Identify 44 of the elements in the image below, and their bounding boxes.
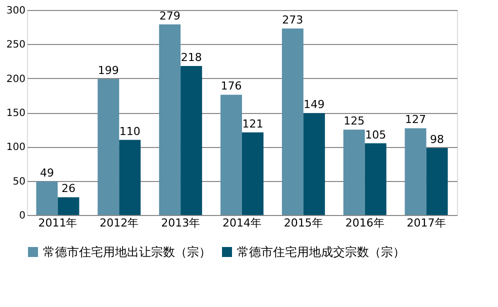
bar (404, 128, 426, 215)
data-label: 273 (282, 13, 304, 26)
y-tick-label: 250 (6, 40, 26, 51)
y-tick-label: 100 (6, 142, 26, 154)
bar (426, 148, 448, 215)
x-tick-label: 2013年 (161, 216, 200, 230)
bar (98, 79, 120, 215)
data-label: 121 (242, 117, 264, 130)
data-label: 98 (430, 133, 444, 146)
bar (303, 113, 325, 215)
data-label: 149 (304, 98, 325, 112)
bar (159, 24, 181, 215)
data-label: 279 (159, 9, 180, 22)
data-label: 218 (180, 51, 202, 64)
bar (242, 132, 264, 215)
bar (119, 140, 141, 215)
x-tick-label: 2011年 (38, 216, 78, 230)
y-tick-label: 200 (6, 74, 26, 85)
x-tick-label: 2017年 (406, 216, 446, 230)
x-tick-label: 2015年 (284, 216, 323, 230)
x-tick-label: 2016年 (345, 216, 384, 230)
data-label: 199 (98, 64, 119, 78)
bar (58, 197, 80, 215)
bar (364, 143, 386, 215)
data-label: 127 (405, 113, 426, 126)
bar (282, 28, 304, 215)
y-tick-label: 300 (6, 6, 26, 16)
x-tick-label: 2012年 (100, 216, 139, 230)
data-label: 49 (40, 166, 54, 180)
bar (36, 182, 58, 215)
data-label: 125 (344, 114, 365, 128)
bar (180, 66, 202, 215)
data-label: 176 (220, 80, 242, 93)
data-label: 105 (365, 128, 386, 142)
y-tick-label: 150 (6, 108, 26, 119)
bar (343, 130, 365, 215)
bar (220, 94, 242, 215)
x-tick-label: 2014年 (222, 216, 262, 230)
y-tick-label: 50 (12, 176, 26, 188)
data-label: 26 (61, 182, 76, 196)
data-label: 110 (119, 124, 140, 138)
legend-label: 常德市住宅用地出让宗数（宗） (43, 245, 211, 259)
legend-label: 常德市住宅用地成交宗数（宗） (237, 245, 405, 259)
y-tick-label: 0 (19, 210, 26, 222)
